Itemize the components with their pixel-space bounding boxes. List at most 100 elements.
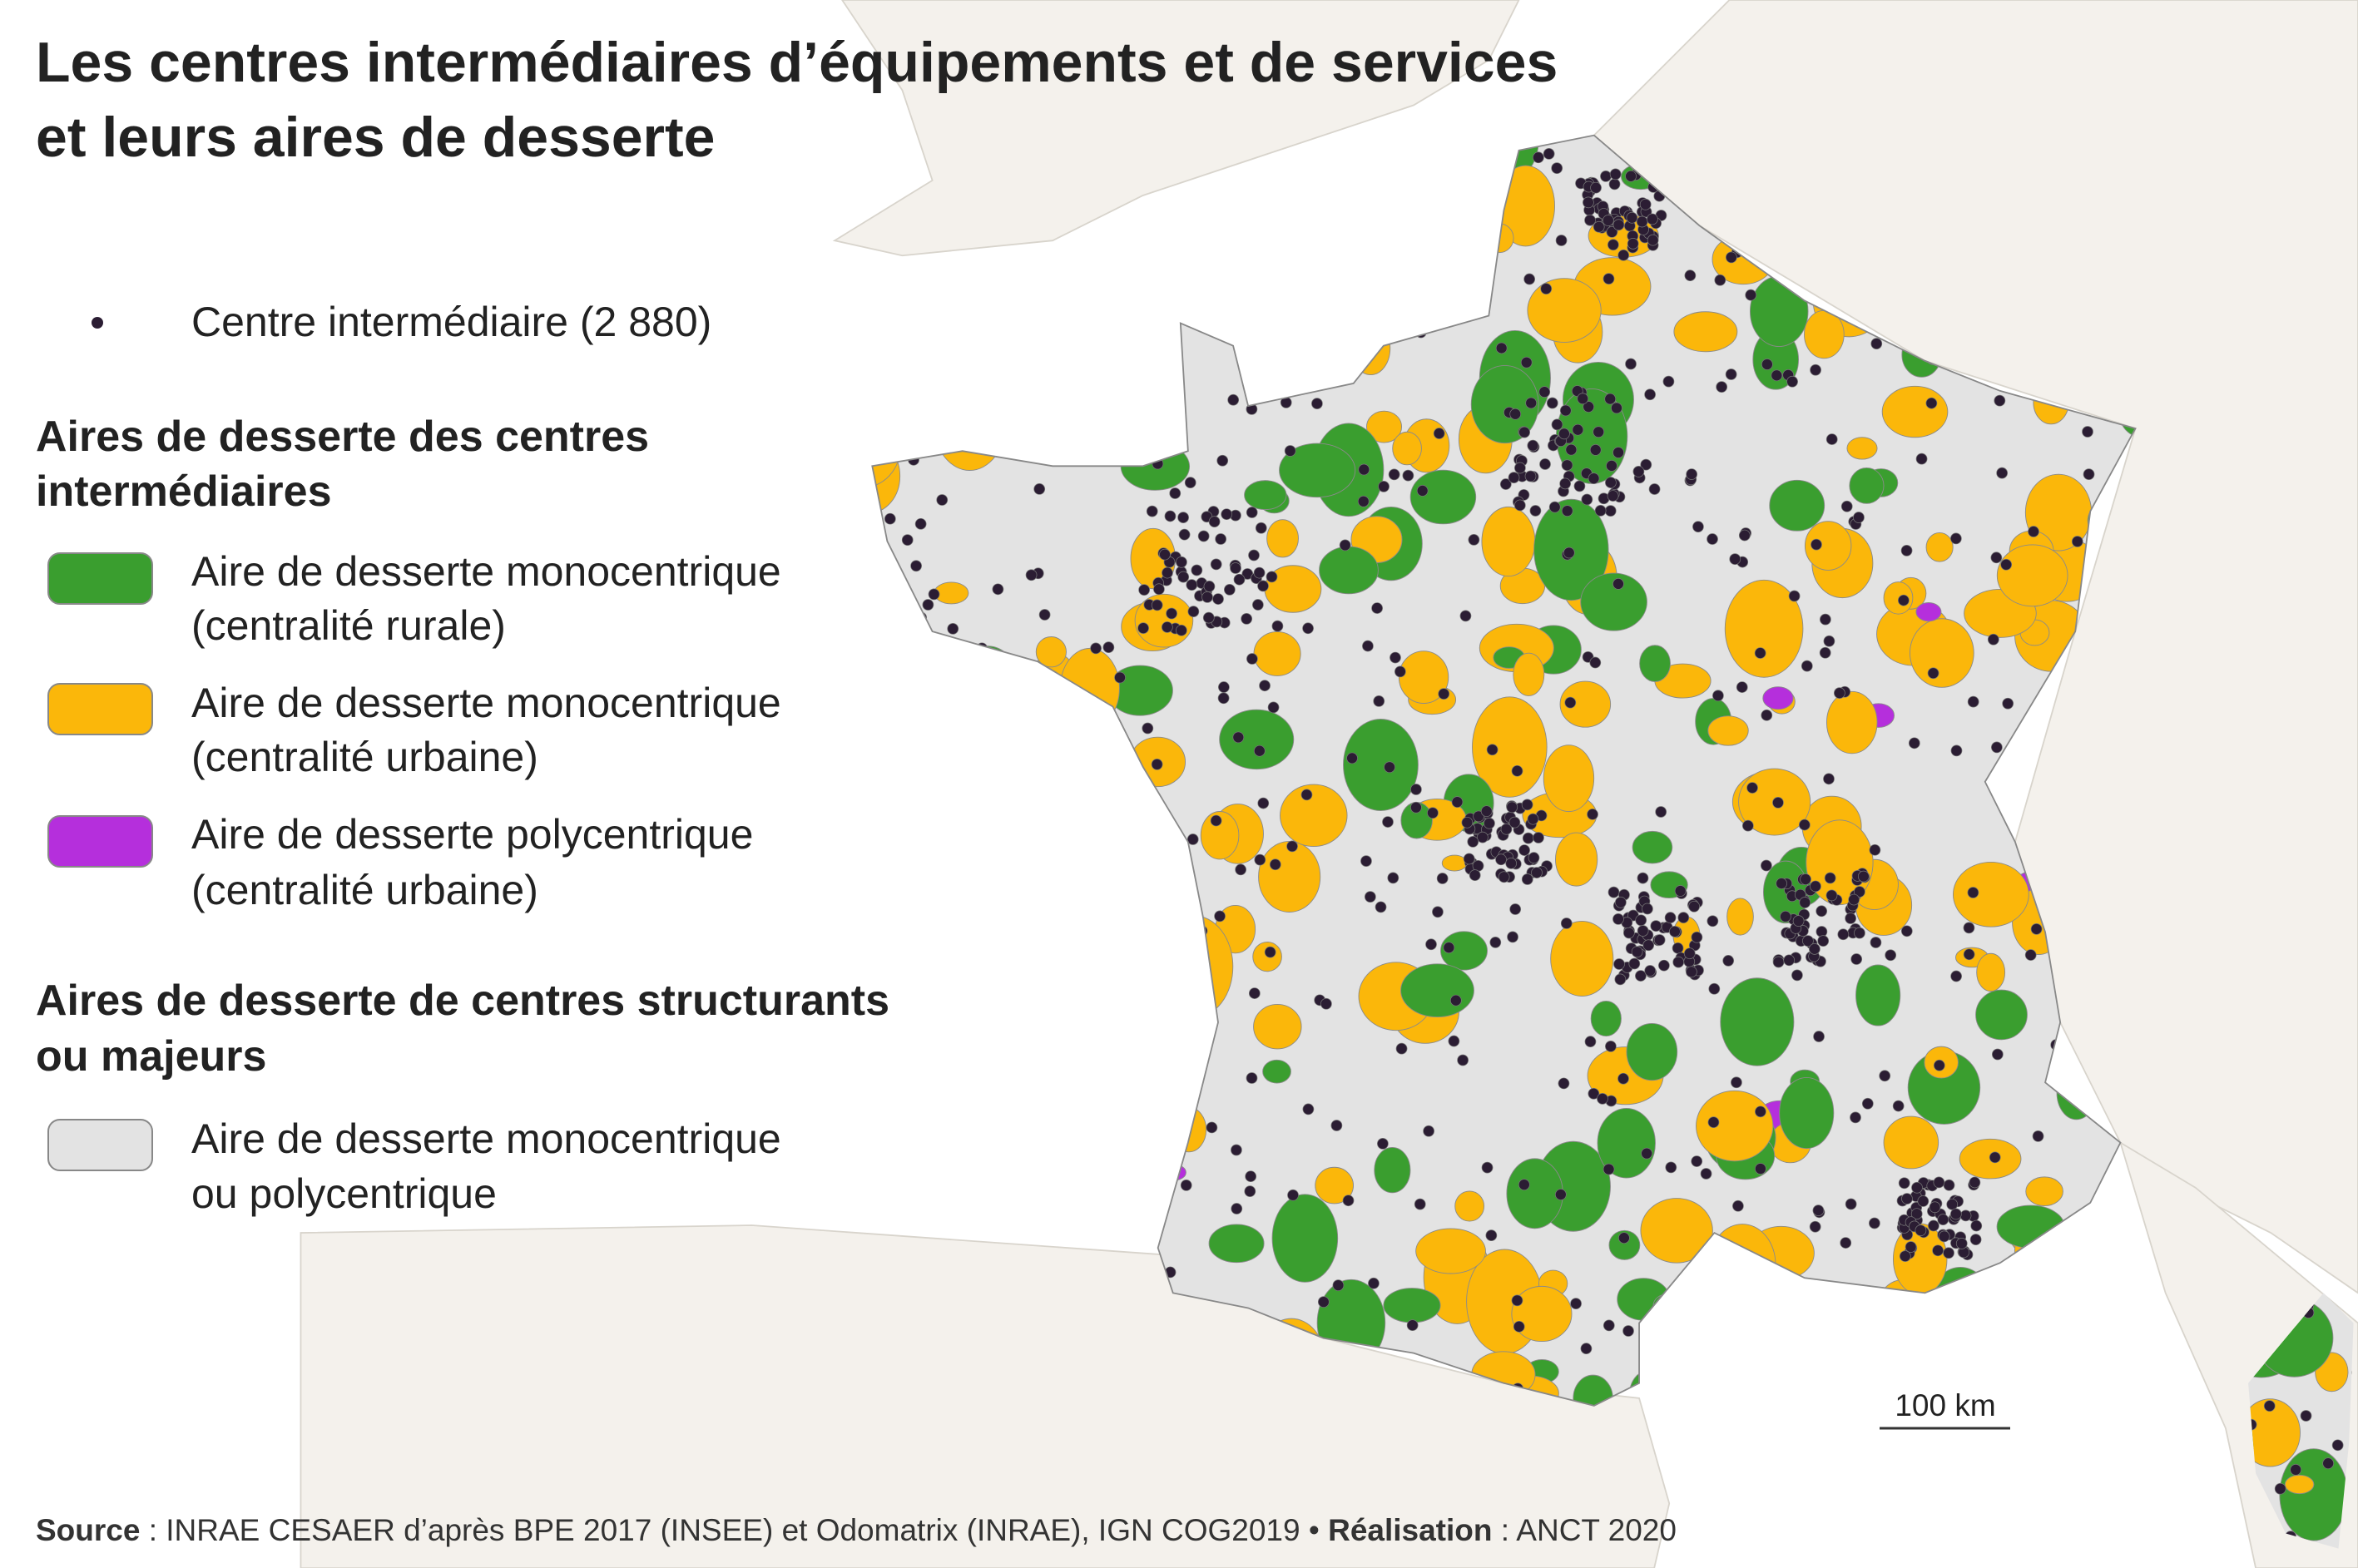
centre-dot: [1154, 384, 1167, 396]
centre-dot: [1449, 994, 1462, 1007]
centre-dot: [1584, 214, 1596, 226]
centre-dot: [1669, 925, 1681, 937]
centre-dot: [1593, 426, 1605, 438]
centre-dot: [1725, 369, 1737, 380]
centre-dot: [1384, 761, 1395, 774]
centre-dot: [1905, 1241, 1917, 1253]
centre-dot: [1915, 1224, 1927, 1237]
centre-dot: [1360, 855, 1372, 867]
centre-dot: [1038, 609, 1051, 621]
service-area: [1472, 696, 1548, 798]
legend: Centre intermédiaire (2 880) Aires de de…: [36, 299, 889, 1217]
centre-dot: [1125, 843, 1137, 856]
centre-dot: [1929, 1201, 1941, 1214]
centre-dot: [1014, 840, 1027, 853]
centre-dot: [1854, 927, 1865, 939]
centre-dot: [1745, 289, 1757, 301]
centre-dot: [1342, 1195, 1355, 1207]
centre-dot: [1191, 1072, 1203, 1085]
service-area: [1860, 1293, 1937, 1386]
legend-heading: ou majeurs: [36, 1032, 266, 1081]
centre-dot: [1991, 741, 2003, 754]
centre-dot: [1099, 884, 1112, 897]
centre-dot: [1527, 813, 1539, 825]
centre-dot: [1861, 1097, 1874, 1110]
service-area: [1883, 1115, 1939, 1170]
centre-dot: [1116, 349, 1128, 362]
service-area: [1063, 224, 1115, 275]
centre-dot: [1922, 1345, 1934, 1358]
centre-dot: [1990, 1499, 2002, 1511]
centre-dot: [2009, 1519, 2021, 1531]
legend-label: Aire de desserte polycentrique: [191, 811, 753, 858]
centre-dot: [1227, 393, 1240, 406]
centre-dot: [1527, 439, 1539, 452]
centre-dot: [1603, 1319, 1615, 1332]
centre-dot: [1617, 249, 1630, 261]
centre-dot: [1050, 1146, 1063, 1159]
centre-dot: [916, 260, 929, 272]
service-area: [1035, 636, 1067, 668]
service-area: [1078, 965, 1134, 1004]
centre-dot: [1012, 696, 1024, 709]
service-area: [1849, 467, 1885, 504]
centre-dot: [922, 599, 934, 611]
service-area: [1324, 265, 1387, 329]
centre-dot: [1176, 556, 1187, 568]
service-area: [1608, 1229, 1641, 1260]
basemap: [300, 0, 2358, 1568]
service-area: [1640, 1198, 1713, 1264]
centre-dot: [2087, 1546, 2098, 1549]
centre-dot: [1771, 1407, 1783, 1420]
service-area: [2025, 1176, 2063, 1207]
service-area: [1989, 1503, 2034, 1549]
centre-dot: [992, 583, 1004, 596]
service-area: [1617, 1278, 1671, 1321]
centre-dot: [1824, 872, 1836, 884]
service-area: [953, 878, 1023, 962]
centre-dot: [1062, 1021, 1073, 1034]
service-area: [1398, 650, 1449, 704]
centre-dot: [1795, 1393, 1806, 1406]
centre-dot: [1153, 583, 1165, 596]
centre-dot: [1245, 1170, 1257, 1183]
centre-dot: [1840, 1237, 1852, 1249]
centre-dot: [1329, 273, 1341, 285]
centre-dot: [1538, 386, 1551, 398]
centre-dot: [1949, 1363, 1961, 1374]
service-area: [1559, 680, 1612, 728]
centre-dot: [1368, 1277, 1380, 1289]
centre-dot: [1577, 393, 1589, 405]
service-area: [969, 275, 1037, 354]
centre-dot: [1215, 533, 1227, 545]
centre-dot: [1901, 1193, 1913, 1204]
centre-dot: [1551, 162, 1563, 175]
centre-dot: [1555, 235, 1568, 246]
service-area: [1198, 180, 1265, 242]
centre-dot: [1178, 528, 1191, 541]
centre-dot: [1938, 1230, 1950, 1243]
centre-dot: [1637, 872, 1649, 884]
service-area: [1319, 546, 1379, 595]
service-area: [1481, 506, 1536, 577]
centre-dot: [1235, 863, 1247, 876]
centre-dot: [1156, 1042, 1168, 1055]
centre-dot: [1604, 393, 1617, 405]
centre-dot: [1845, 1198, 1857, 1210]
centre-dot: [1448, 1035, 1460, 1047]
centre-dot: [1469, 869, 1481, 882]
centre-dot: [859, 1111, 869, 1122]
legend-swatch: [47, 683, 153, 735]
centre-dot: [1186, 833, 1199, 845]
centre-dot: [1300, 789, 1313, 801]
centre-dot: [1900, 544, 1913, 556]
centre-dot: [1548, 501, 1561, 513]
centre-dot: [1459, 610, 1472, 622]
centre-dot: [1440, 291, 1453, 303]
centre-dot: [1627, 237, 1639, 250]
centre-dot: [1402, 469, 1414, 482]
centre-dot: [932, 1224, 944, 1237]
service-area: [1102, 268, 1146, 320]
centre-dot: [1738, 529, 1751, 542]
